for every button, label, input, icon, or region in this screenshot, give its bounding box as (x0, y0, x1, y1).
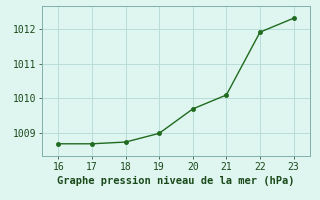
X-axis label: Graphe pression niveau de la mer (hPa): Graphe pression niveau de la mer (hPa) (57, 176, 295, 186)
